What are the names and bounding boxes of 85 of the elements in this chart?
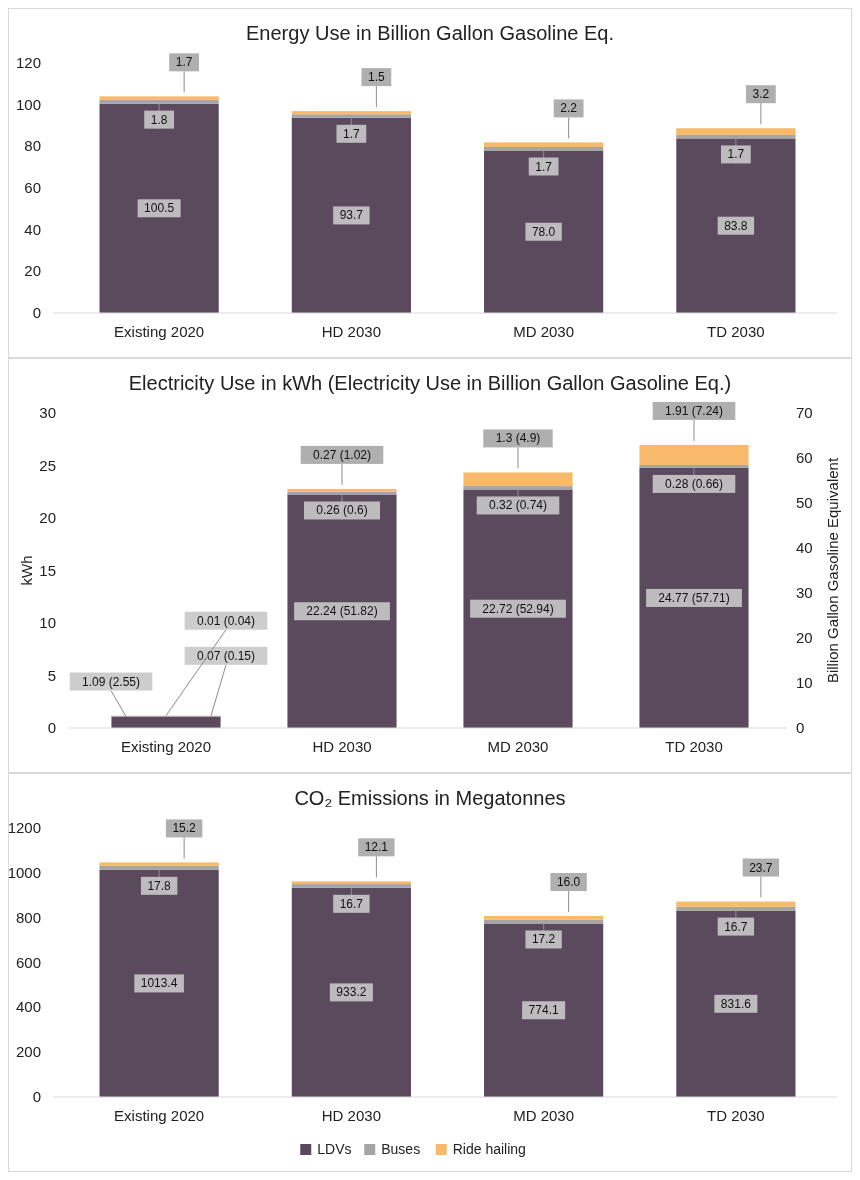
- y-tick-label: 400: [15, 998, 41, 1016]
- data-label: 78.0: [531, 224, 556, 239]
- data-label: 1.3 (4.9): [495, 431, 541, 446]
- y-tick-label: 120: [15, 54, 41, 71]
- y2-tick-label: 70: [796, 404, 813, 421]
- data-label: 1.5: [368, 70, 386, 85]
- x-tick-label: MD 2030: [513, 323, 575, 340]
- y-tick-label: 5: [47, 666, 56, 684]
- x-tick-label: TD 2030: [707, 323, 765, 340]
- data-label: 0.07 (0.15): [196, 648, 256, 663]
- data-label: 1.09 (2.55): [81, 674, 141, 689]
- y-tick-label: 1200: [7, 819, 41, 836]
- data-label: 23.7: [749, 860, 773, 875]
- x-tick-label: Existing 2020: [114, 323, 205, 340]
- y2-tick-label: 30: [796, 584, 813, 601]
- y-tick-label: 600: [15, 953, 41, 971]
- data-label: 16.0: [556, 875, 581, 890]
- data-label: 831.6: [720, 996, 752, 1011]
- x-tick-label: MD 2030: [487, 738, 549, 755]
- data-label: 17.2: [531, 932, 556, 947]
- chart-title: Energy Use in Billion Gallon Gasoline Eq.: [246, 22, 614, 44]
- y-tick-label: 10: [39, 614, 56, 631]
- data-label: 1.7: [535, 159, 553, 174]
- data-label: 93.7: [339, 208, 364, 223]
- data-label: 17.8: [147, 878, 172, 893]
- data-label: 24.77 (57.71): [658, 590, 730, 605]
- x-tick-label: MD 2030: [513, 1107, 575, 1124]
- x-tick-label: TD 2030: [665, 738, 723, 755]
- data-label: 83.8: [724, 218, 748, 233]
- data-label: 1.7: [727, 147, 745, 162]
- data-label: 1.8: [150, 112, 168, 127]
- y-axis-title: kWh: [18, 555, 35, 586]
- y-tick-label: 0: [47, 719, 56, 736]
- y-tick-label: 15: [39, 561, 56, 579]
- chart-title: CO₂ Emissions in Megatonnes: [294, 787, 566, 809]
- x-tick-label: Existing 2020: [120, 738, 212, 755]
- data-label: 2.2: [560, 101, 578, 116]
- y2-tick-label: 0: [796, 719, 805, 736]
- data-label: 0.01 (0.04): [196, 613, 256, 628]
- legend-label: Ride hailing: [452, 1141, 526, 1157]
- y-tick-label: 60: [24, 179, 41, 196]
- data-label: 22.24 (51.82): [306, 604, 378, 619]
- y2-tick-label: 60: [796, 449, 813, 466]
- y2-tick-label: 50: [796, 494, 813, 511]
- data-label: 1013.4: [140, 976, 178, 991]
- y-tick-label: 20: [24, 262, 41, 280]
- y2-tick-label: 20: [796, 629, 813, 646]
- x-tick-label: Existing 2020: [114, 1107, 205, 1124]
- y-tick-label: 25: [39, 456, 56, 474]
- y-tick-label: 20: [39, 509, 56, 526]
- data-label: 0.26 (0.6): [316, 503, 368, 518]
- y-tick-label: 40: [24, 220, 41, 238]
- y-tick-label: 100: [15, 95, 41, 113]
- y2-tick-label: 10: [796, 674, 813, 691]
- x-tick-label: HD 2030: [312, 738, 372, 755]
- y-tick-label: 0: [32, 304, 41, 321]
- x-tick-label: TD 2030: [707, 1107, 765, 1124]
- y-tick-label: 800: [15, 908, 41, 926]
- data-label: 0.32 (0.74): [488, 498, 548, 513]
- data-label: 1.91 (7.24): [664, 403, 724, 418]
- data-label: 933.2: [336, 985, 367, 1000]
- y-tick-label: 0: [32, 1088, 41, 1105]
- data-label: 16.7: [339, 896, 364, 911]
- x-tick-label: HD 2030: [321, 323, 381, 340]
- legend-label: LDVs: [317, 1141, 352, 1157]
- data-label: 16.7: [724, 919, 748, 934]
- data-label: 0.28 (0.66): [664, 476, 724, 491]
- data-label: 1.7: [175, 55, 193, 70]
- data-label: 22.72 (52.94): [482, 601, 554, 616]
- data-label: 774.1: [528, 1003, 559, 1018]
- data-label: 100.5: [144, 201, 175, 216]
- data-label: 0.27 (1.02): [312, 447, 372, 462]
- x-tick-label: HD 2030: [321, 1107, 381, 1124]
- data-label: 15.2: [172, 821, 197, 836]
- y2-tick-label: 40: [796, 539, 813, 556]
- y-tick-label: 80: [24, 137, 41, 155]
- y-tick-label: 30: [39, 404, 56, 421]
- y2-axis-title: Billion Gallon Gasoline Equivalent: [824, 457, 841, 684]
- data-label: 1.7: [343, 126, 361, 141]
- y-tick-label: 1000: [7, 863, 41, 881]
- data-label: 3.2: [752, 87, 770, 102]
- legend-label: Buses: [381, 1141, 421, 1157]
- data-label: 12.1: [364, 840, 389, 855]
- chart-title: Electricity Use in kWh (Electricity Use in Billion Gallon Gasoline Eq.): [128, 372, 732, 394]
- y-tick-label: 200: [15, 1043, 41, 1061]
